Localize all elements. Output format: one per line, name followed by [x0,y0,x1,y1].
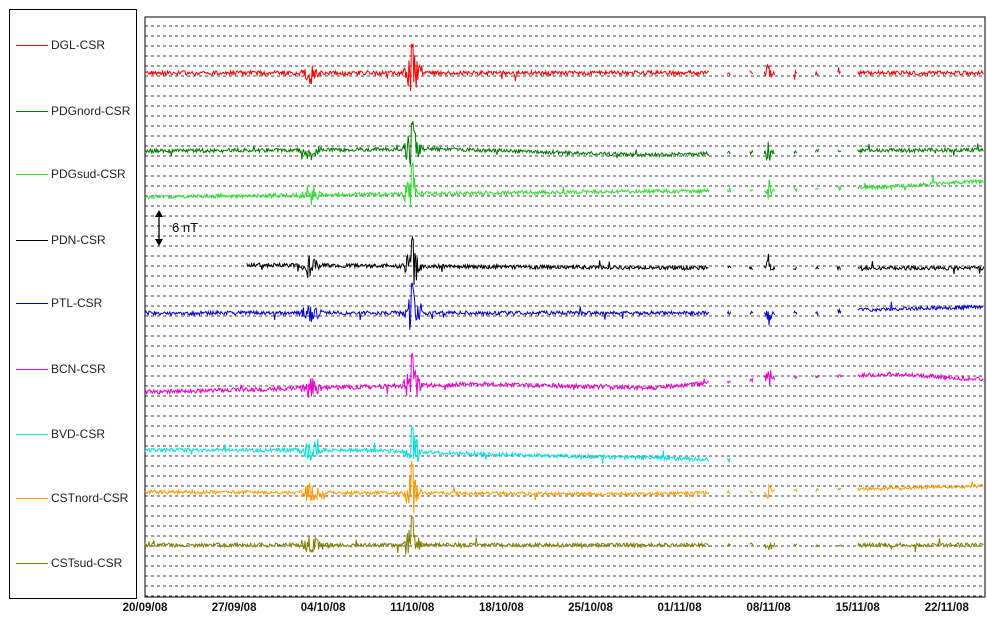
legend-swatch [16,110,48,112]
x-tick-label: 04/10/08 [300,602,346,614]
x-tick-label: 01/11/08 [657,602,702,614]
plot-frame [144,16,986,598]
legend-swatch [16,368,48,370]
series-line [144,282,984,330]
legend-item: PDN-CSR [16,232,106,248]
series-line [144,515,984,555]
legend-item: PDGsud-CSR [16,166,126,182]
x-tick-label: 15/11/08 [835,602,880,614]
legend-swatch [16,433,48,435]
gridlines [145,25,985,597]
legend-swatch [16,497,48,499]
legend-swatch [16,562,48,564]
legend-item: PDGnord-CSR [16,103,130,119]
legend-label: PDGnord-CSR [51,104,131,118]
x-tick-label: 25/10/08 [568,602,613,614]
series-line [144,162,984,208]
legend-label: PTL-CSR [51,296,103,310]
series-line [144,120,984,165]
legend-item: DGL-CSR [16,37,105,53]
series-line [144,43,984,92]
x-tick-label: 11/10/08 [390,602,435,614]
legend-label: BCN-CSR [51,362,106,376]
x-tick-label: 22/11/08 [924,602,969,614]
legend-label: PDGsud-CSR [51,167,126,181]
legend-item: BCN-CSR [16,361,106,377]
legend-label: PDN-CSR [51,233,106,247]
series-line [144,426,731,464]
x-tick-label: 20/09/08 [122,602,168,614]
scale-bar-label: 6 nT [172,220,199,235]
legend-item: PTL-CSR [16,295,102,311]
legend-label: DGL-CSR [51,38,106,52]
series-line [144,353,984,399]
legend: DGL-CSR PDGnord-CSR PDGsud-CSR PDN-CSR PTL-C… [9,9,137,599]
legend-label: CSTnord-CSR [51,491,129,505]
legend-label: CSTsud-CSR [51,556,123,570]
x-tick-label: 27/09/08 [211,602,257,614]
x-tick-label: 08/11/08 [746,602,791,614]
legend-item: CSTsud-CSR [16,555,122,571]
scale-bar-arrowhead [155,210,163,217]
series-line [144,461,984,514]
x-tick-label: 18/10/08 [478,602,524,614]
legend-swatch [16,239,48,241]
legend-item: CSTnord-CSR [16,490,128,506]
legend-swatch [16,44,48,46]
legend-swatch [16,302,48,304]
legend-item: BVD-CSR [16,426,105,442]
scale-bar-arrowhead [155,239,163,246]
legend-label: BVD-CSR [51,427,106,441]
legend-swatch [16,173,48,175]
series-line [246,235,985,286]
